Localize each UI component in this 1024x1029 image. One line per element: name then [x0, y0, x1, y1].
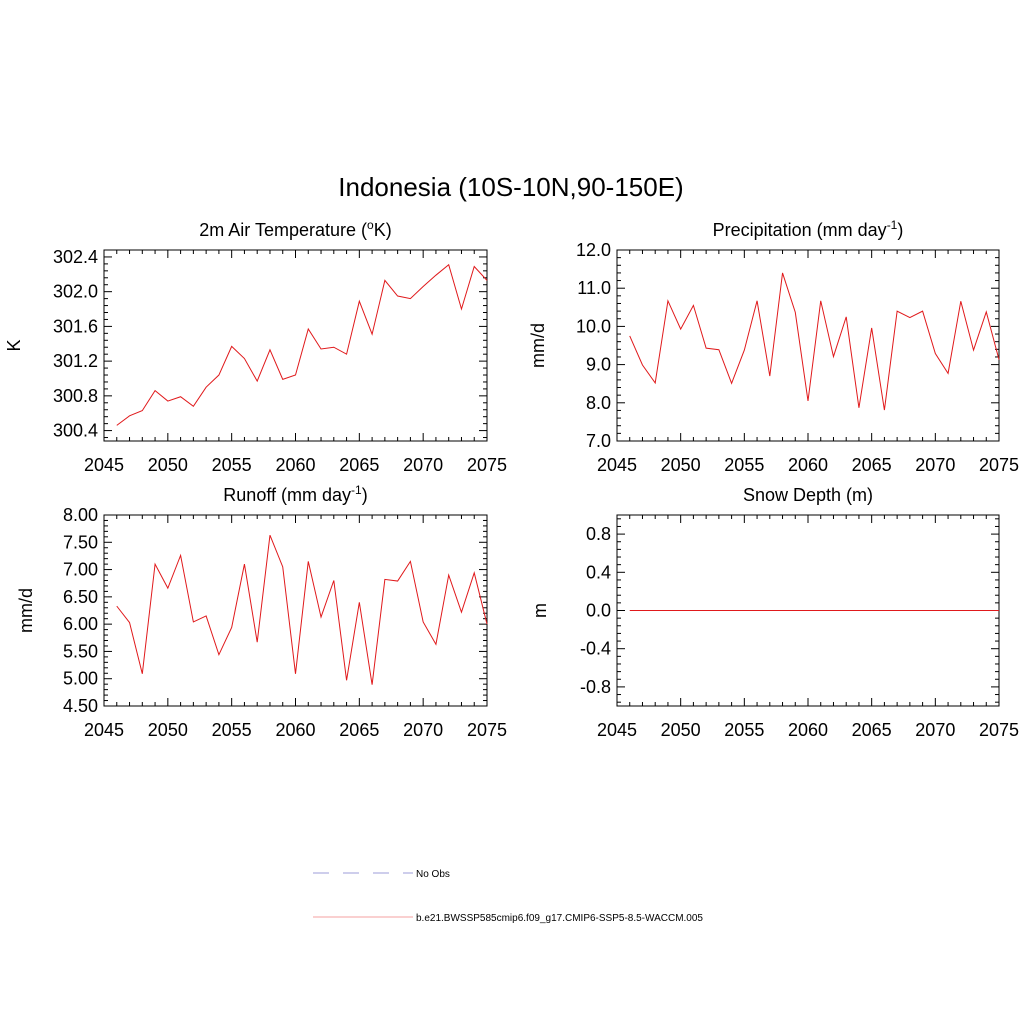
- series-line: [116, 263, 488, 426]
- x-tick-label: 2060: [788, 720, 828, 740]
- x-tick-label: 2065: [339, 720, 379, 740]
- y-tick-label: 9.0: [586, 355, 611, 375]
- legend-label: No Obs: [416, 869, 450, 880]
- y-tick-label: 300.8: [53, 386, 98, 406]
- series-line: [629, 272, 1000, 411]
- y-axis-label: m: [530, 603, 550, 618]
- x-tick-label: 2070: [403, 455, 443, 475]
- y-tick-label: 301.6: [53, 316, 98, 336]
- panel-title: Precipitation (mm day-1): [713, 218, 904, 240]
- x-tick-label: 2075: [467, 720, 507, 740]
- plot-frame: [616, 249, 1000, 442]
- series-line: [116, 535, 488, 685]
- y-tick-label: 0.0: [586, 601, 611, 621]
- figure-title: Indonesia (10S-10N,90-150E): [338, 172, 683, 202]
- y-axis-label: K: [4, 339, 24, 351]
- x-tick-label: 2045: [84, 720, 124, 740]
- plot-frame: [103, 514, 488, 707]
- x-tick-label: 2060: [275, 455, 315, 475]
- y-tick-label: 302.4: [53, 247, 98, 267]
- y-tick-label: 8.00: [63, 505, 98, 525]
- y-axis-label: mm/d: [528, 323, 548, 368]
- x-tick-label: 2075: [979, 720, 1019, 740]
- plot-frame: [103, 249, 488, 442]
- y-tick-label: 4.50: [63, 696, 98, 716]
- y-tick-label: 11.0: [577, 278, 611, 298]
- legend: No Obs b.e21.BWSSP585cmip6.f09_g17.CMIP6-…: [313, 869, 703, 924]
- x-tick-label: 2045: [597, 720, 637, 740]
- x-tick-label: 2050: [148, 720, 188, 740]
- y-tick-label: 10.0: [576, 316, 611, 336]
- y-tick-label: 300.4: [53, 421, 98, 441]
- legend-item: No Obs: [313, 869, 450, 880]
- y-tick-label: -0.8: [580, 677, 611, 697]
- x-tick-label: 2050: [661, 720, 701, 740]
- panel-title: 2m Air Temperature (oK): [199, 218, 391, 240]
- panel-title: Runoff (mm day-1): [223, 483, 367, 505]
- y-tick-label: 6.00: [63, 614, 98, 634]
- y-tick-label: 5.00: [63, 669, 98, 689]
- y-tick-label: 5.50: [63, 641, 98, 661]
- y-tick-label: 7.50: [63, 532, 98, 552]
- x-tick-label: 2045: [597, 455, 637, 475]
- y-tick-label: 0.4: [586, 562, 611, 582]
- chart-panel-4: Snow Depth (m) 2045 2050 2055 2060 2065 2070 20…: [530, 485, 1019, 740]
- x-tick-label: 2055: [724, 720, 764, 740]
- x-tick-label: 2055: [212, 720, 252, 740]
- x-tick-label: 2070: [403, 720, 443, 740]
- x-tick-label: 2050: [661, 455, 701, 475]
- x-tick-label: 2060: [275, 720, 315, 740]
- y-axis-label: mm/d: [16, 588, 36, 633]
- x-tick-label: 2065: [339, 455, 379, 475]
- panels-group: 2m Air Temperature (oK) 2045 2050 2055 2060 2…: [4, 218, 1019, 740]
- y-tick-label: 7.00: [63, 560, 98, 580]
- panel-title: Snow Depth (m): [743, 485, 873, 505]
- y-tick-label: 302.0: [53, 282, 98, 302]
- x-tick-label: 2055: [212, 455, 252, 475]
- legend-item: b.e21.BWSSP585cmip6.f09_g17.CMIP6-SSP5-8…: [313, 913, 703, 924]
- chart-panel-1: 2m Air Temperature (oK) 2045 2050 2055 2060 2…: [4, 218, 507, 475]
- y-tick-label: 6.50: [63, 587, 98, 607]
- chart-panel-2: Precipitation (mm day-1) 2045 2050 2055 2060…: [528, 218, 1019, 475]
- x-tick-label: 2050: [148, 455, 188, 475]
- x-tick-label: 2075: [467, 455, 507, 475]
- x-tick-label: 2070: [915, 455, 955, 475]
- legend-label: b.e21.BWSSP585cmip6.f09_g17.CMIP6-SSP5-8…: [416, 913, 703, 924]
- y-tick-label: 0.8: [586, 524, 611, 544]
- y-tick-label: 8.0: [586, 393, 611, 413]
- y-tick-label: 301.2: [53, 351, 98, 371]
- x-tick-label: 2045: [84, 455, 124, 475]
- y-tick-label: -0.4: [580, 639, 611, 659]
- chart-panel-3: Runoff (mm day-1) 2045 2050 2055 2060 2065 207…: [16, 483, 507, 740]
- x-tick-label: 2070: [915, 720, 955, 740]
- x-tick-label: 2065: [852, 455, 892, 475]
- x-tick-label: 2060: [788, 455, 828, 475]
- y-tick-label: 12.0: [576, 240, 611, 260]
- x-tick-label: 2055: [724, 455, 764, 475]
- x-tick-label: 2065: [852, 720, 892, 740]
- x-tick-label: 2075: [979, 455, 1019, 475]
- y-tick-label: 7.0: [586, 431, 611, 451]
